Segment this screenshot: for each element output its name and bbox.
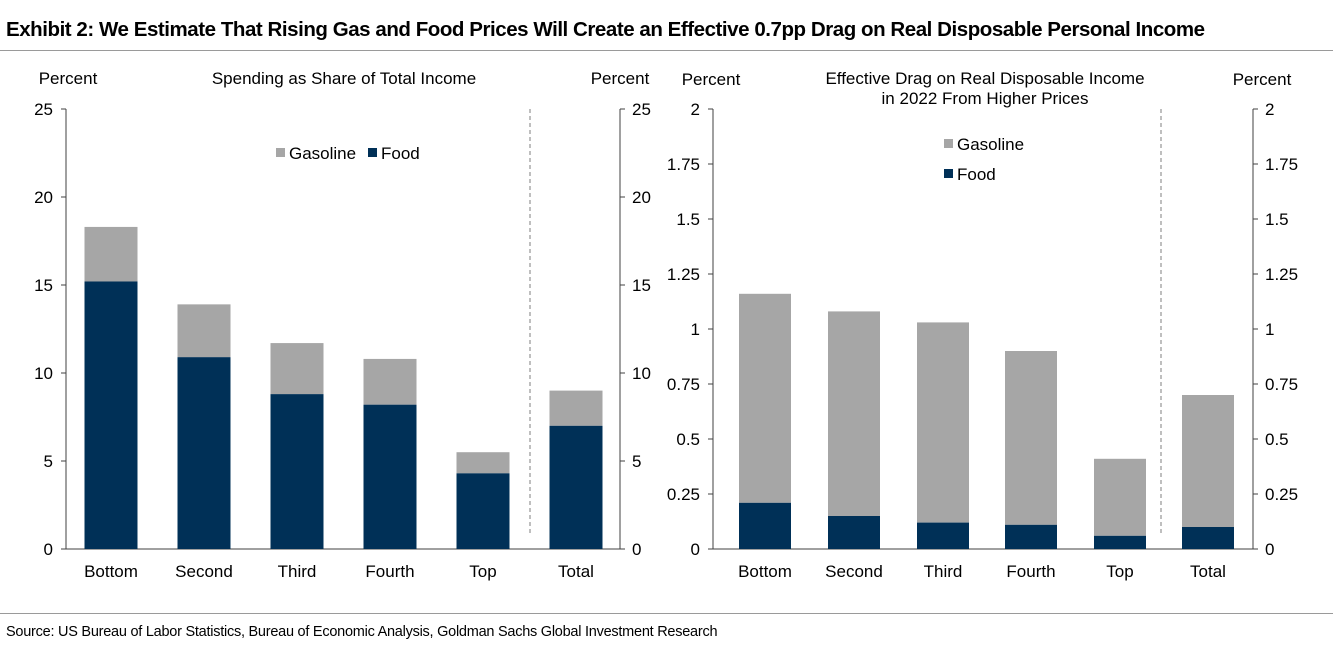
- source-divider: [0, 613, 1333, 614]
- chart2-bar-gasoline-third: [917, 322, 969, 523]
- chart2-category-label: Bottom: [738, 562, 792, 581]
- chart1-left-tick-label: 15: [34, 276, 53, 295]
- chart2-left-tick-label: 1.25: [667, 265, 700, 284]
- chart2-right-tick-label: 1.75: [1265, 155, 1298, 174]
- chart1-category-label: Top: [469, 562, 496, 581]
- chart2-bar-gasoline-total: [1182, 395, 1234, 527]
- chart2-left-tick-label: 0.25: [667, 485, 700, 504]
- chart2-legend-swatch-food: [944, 169, 953, 178]
- chart2-bar-food-bottom: [739, 502, 791, 549]
- chart2-bar-food-top: [1094, 535, 1146, 549]
- chart2-category-label: Top: [1106, 562, 1133, 581]
- chart2-left-tick-label: 2: [691, 100, 700, 119]
- chart2-category-label: Third: [924, 562, 963, 581]
- chart1-right-tick-label: 25: [632, 100, 651, 119]
- chart1-bar-gasoline-fourth: [363, 358, 417, 405]
- chart1-category-label: Total: [558, 562, 594, 581]
- chart1-bar-gasoline-third: [270, 343, 324, 395]
- chart2-right-tick-label: 0.25: [1265, 485, 1298, 504]
- chart2-right-tick-label: 1.25: [1265, 265, 1298, 284]
- chart1-right-tick-label: 15: [632, 276, 651, 295]
- chart2-bar-food-third: [917, 522, 969, 549]
- chart2-title-line: Effective Drag on Real Disposable Income: [825, 69, 1144, 88]
- chart2-bar-gasoline-top: [1094, 458, 1146, 536]
- chart2-title-line: in 2022 From Higher Prices: [882, 89, 1089, 108]
- chart2-right-tick-label: 0.5: [1265, 430, 1289, 449]
- chart1-left-tick-label: 20: [34, 188, 53, 207]
- chart1-bar-food-top: [456, 473, 510, 549]
- chart2-bar-food-fourth: [1005, 524, 1057, 549]
- chart1-legend-label: Gasoline: [289, 144, 356, 163]
- chart1-left-tick-label: 25: [34, 100, 53, 119]
- chart1-bar-gasoline-top: [456, 452, 510, 474]
- chart2-left-tick-label: 0: [691, 540, 700, 559]
- title-divider: [0, 50, 1333, 51]
- chart2-left-unit-label: Percent: [682, 70, 741, 89]
- chart2-bar-food-total: [1182, 527, 1234, 549]
- chart1-category-label: Second: [175, 562, 233, 581]
- chart1-left-tick-label: 5: [44, 452, 53, 471]
- chart1-right-tick-label: 10: [632, 364, 651, 383]
- chart1-category-label: Fourth: [365, 562, 414, 581]
- source-note: Source: US Bureau of Labor Statistics, B…: [6, 624, 718, 640]
- chart1-right-tick-label: 20: [632, 188, 651, 207]
- chart2-bar-gasoline-second: [828, 311, 880, 516]
- chart1-right-tick-label: 0: [632, 540, 641, 559]
- chart2-legend-label: Gasoline: [957, 135, 1024, 154]
- chart1-legend-label: Food: [381, 144, 420, 163]
- chart1-legend-swatch-gasoline: [276, 148, 285, 157]
- chart1-bar-food-total: [549, 425, 603, 549]
- chart1-bar-food-bottom: [84, 281, 138, 549]
- chart2-right-tick-label: 2: [1265, 100, 1274, 119]
- chart1-legend-swatch-food: [368, 148, 377, 157]
- chart2-bar-gasoline-bottom: [739, 293, 791, 503]
- chart1-title: Spending as Share of Total Income: [212, 69, 476, 88]
- chart1-bar-food-third: [270, 394, 324, 549]
- chart2-legend-swatch-gasoline: [944, 139, 953, 148]
- chart1-bar-gasoline-bottom: [84, 226, 138, 282]
- chart1-left-unit-label: Percent: [39, 69, 98, 88]
- chart2-bar-gasoline-fourth: [1005, 351, 1057, 525]
- chart2-left-tick-label: 1.75: [667, 155, 700, 174]
- chart2-right-tick-label: 1.5: [1265, 210, 1289, 229]
- chart2-left-tick-label: 0.75: [667, 375, 700, 394]
- chart2-right-tick-label: 1: [1265, 320, 1274, 339]
- chart1-category-label: Third: [278, 562, 317, 581]
- chart2-bar-food-second: [828, 516, 880, 549]
- chart1-bar-food-second: [177, 357, 231, 549]
- chart1-left-tick-label: 10: [34, 364, 53, 383]
- chart1-bar-gasoline-total: [549, 390, 603, 426]
- chart1-right-tick-label: 5: [632, 452, 641, 471]
- chart1-bar-food-fourth: [363, 404, 417, 549]
- chart2-legend-label: Food: [957, 165, 996, 184]
- chart1-right-unit-label: Percent: [591, 69, 650, 88]
- chart2-left-tick-label: 1: [691, 320, 700, 339]
- exhibit-title: Exhibit 2: We Estimate That Rising Gas a…: [6, 18, 1205, 41]
- chart1-bar-gasoline-second: [177, 304, 231, 358]
- chart2-right-unit-label: Percent: [1233, 70, 1292, 89]
- chart2-category-label: Second: [825, 562, 883, 581]
- chart2-left-tick-label: 1.5: [676, 210, 700, 229]
- chart1-left-tick-label: 0: [44, 540, 53, 559]
- chart2-right-tick-label: 0: [1265, 540, 1274, 559]
- chart1-category-label: Bottom: [84, 562, 138, 581]
- chart2-category-label: Total: [1190, 562, 1226, 581]
- chart2-category-label: Fourth: [1006, 562, 1055, 581]
- chart2-left-tick-label: 0.5: [676, 430, 700, 449]
- chart2-right-tick-label: 0.75: [1265, 375, 1298, 394]
